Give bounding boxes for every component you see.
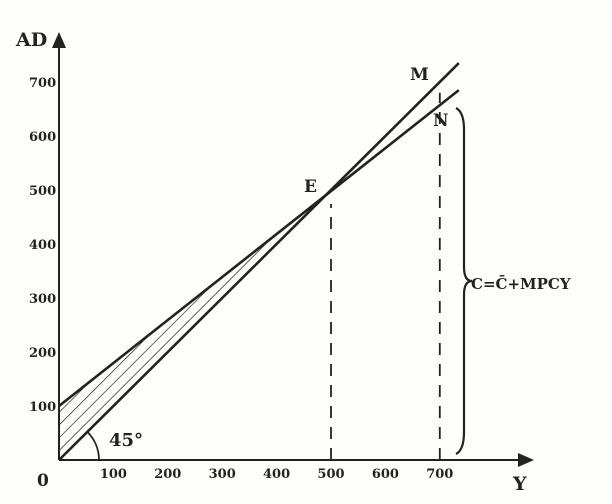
x-tick-label: 200: [154, 467, 181, 482]
origin-label: 0: [37, 471, 49, 491]
y-tick-label: 500: [29, 184, 56, 199]
x-tick-label: 700: [426, 467, 453, 482]
x-tick-label: 300: [209, 467, 236, 482]
x-axis-arrow: [518, 453, 534, 467]
line-m: [58, 62, 460, 461]
y-axis-title: AD: [15, 29, 47, 51]
series-lines: [58, 62, 460, 461]
y-tick-label: 600: [29, 130, 56, 145]
line-n: [58, 89, 460, 408]
y-tick-label: 100: [29, 400, 56, 415]
x-tick-label: 600: [372, 467, 399, 482]
series-labels: M N E: [304, 65, 449, 197]
y-axis-arrow: [52, 32, 66, 48]
x-tick-labels: 100 200 300 400 500 600 700: [100, 467, 454, 482]
line-m-label: M: [410, 65, 429, 85]
x-tick-label: 500: [317, 467, 344, 482]
x-tick-label: 400: [263, 467, 290, 482]
angle-label: 45°: [109, 430, 143, 451]
x-tick-label: 100: [100, 467, 127, 482]
dashed-guides: [330, 92, 441, 460]
consumption-function-label: C=C̄+MPCY: [471, 274, 571, 293]
y-tick-label: 400: [29, 238, 56, 253]
point-e-label: E: [304, 177, 317, 197]
y-tick-labels: 100 200 300 400 500 600 700: [29, 76, 56, 415]
y-tick-label: 700: [29, 76, 56, 91]
y-tick-label: 300: [29, 292, 56, 307]
line-n-label: N: [433, 111, 449, 131]
y-tick-label: 200: [29, 346, 56, 361]
consumption-brace: [455, 107, 473, 455]
x-axis-title: Y: [512, 473, 527, 495]
angle-arc: [86, 431, 100, 461]
